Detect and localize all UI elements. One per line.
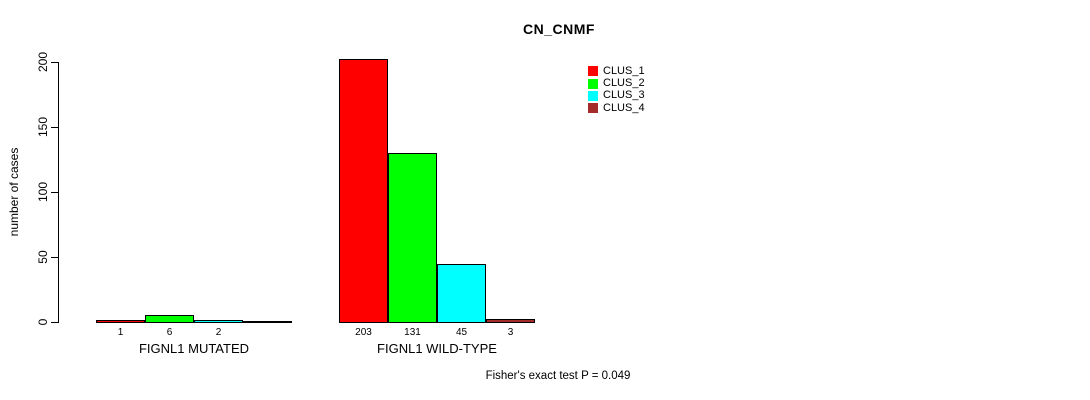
- y-axis-tick-label: 200: [36, 51, 50, 73]
- legend-swatch: [588, 90, 598, 101]
- bar: [339, 59, 388, 323]
- bar: [145, 315, 194, 323]
- y-axis-tick-label: 0: [36, 318, 50, 326]
- y-axis-tick: [51, 127, 58, 128]
- group-label: FIGNL1 MUTATED: [138, 341, 250, 356]
- legend-item: CLUS_2: [588, 77, 645, 89]
- legend-swatch: [588, 103, 598, 114]
- bar-value-label: 3: [507, 327, 514, 338]
- group-label: FIGNL1 WILD-TYPE: [377, 341, 497, 356]
- legend-item: CLUS_4: [588, 102, 645, 114]
- bar: [486, 319, 535, 323]
- legend: CLUS_1 CLUS_2 CLUS_3 CLUS_4: [588, 65, 645, 115]
- bar: [96, 320, 145, 323]
- bar: [388, 153, 437, 323]
- y-axis-tick: [51, 322, 58, 323]
- legend-swatch: [588, 66, 598, 77]
- fisher-test-annotation: Fisher's exact test P = 0.049: [485, 370, 631, 382]
- y-axis-tick: [51, 257, 58, 258]
- y-axis-line: [58, 62, 59, 323]
- legend-label: CLUS_1: [603, 64, 645, 77]
- legend-label: CLUS_4: [603, 101, 645, 114]
- chart-title: CN_CNMF: [523, 21, 595, 37]
- bar-value-label: 45: [455, 327, 468, 338]
- y-axis-tick-label: 100: [36, 181, 50, 203]
- bar-value-label: 6: [166, 327, 173, 338]
- y-axis-tick-label: 50: [36, 250, 50, 264]
- bar-value-label: 2: [215, 327, 222, 338]
- bar: [194, 320, 243, 323]
- legend-label: CLUS_2: [603, 77, 645, 90]
- bar-value-label: 1: [117, 327, 124, 338]
- bar-value-label: 131: [404, 327, 421, 338]
- bar-value-label: 203: [355, 327, 372, 338]
- legend-item: CLUS_3: [588, 90, 645, 102]
- bar: [437, 264, 486, 323]
- legend-label: CLUS_3: [603, 89, 645, 102]
- y-axis-label: number of cases: [7, 147, 21, 237]
- y-axis-tick: [51, 62, 58, 63]
- y-axis-tick-label: 150: [36, 116, 50, 138]
- y-axis-tick: [51, 192, 58, 193]
- legend-swatch: [588, 78, 598, 89]
- legend-item: CLUS_1: [588, 65, 645, 77]
